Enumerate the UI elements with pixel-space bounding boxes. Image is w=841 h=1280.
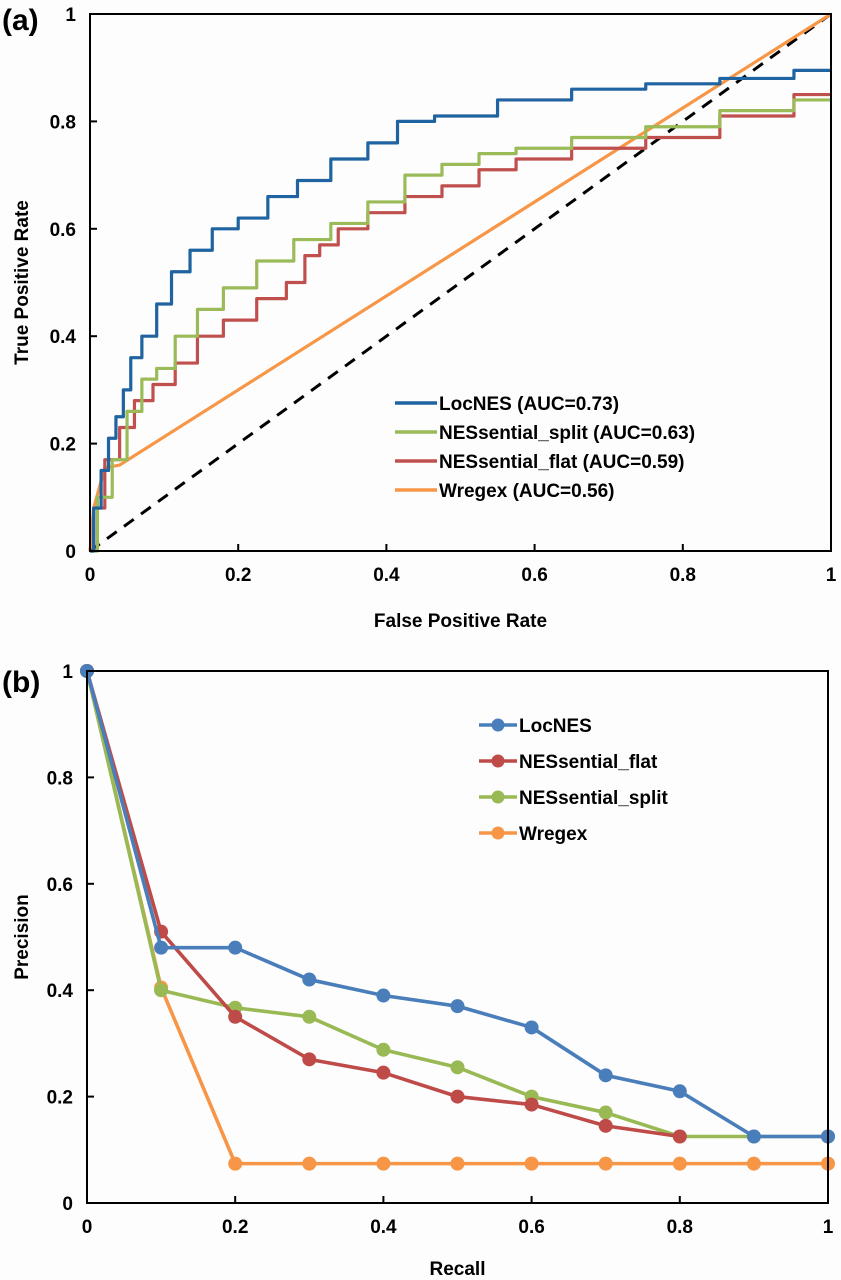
- pr-point-nessential-flat: [598, 1118, 613, 1133]
- roc-legend-item-nessential-split: NESsential_split (AUC=0.63): [395, 423, 695, 444]
- roc-legend-item-locnes: LocNES (AUC=0.73): [395, 394, 619, 415]
- roc-x-tick-label: 0.4: [373, 565, 400, 586]
- pr-legend-label: Wregex: [519, 824, 588, 845]
- roc-legend-item-wregex: Wregex (AUC=0.56): [395, 481, 614, 502]
- pr-point-locnes: [524, 1020, 539, 1035]
- pr-x-tick-label: 1: [823, 1217, 834, 1238]
- pr-point-wregex: [598, 1156, 613, 1171]
- pr-y-tick-label: 0.4: [47, 981, 74, 1002]
- pr-x-tick-label: 0.6: [518, 1217, 544, 1238]
- pr-legend-marker: [491, 754, 505, 768]
- roc-y-tick-label: 1: [65, 5, 76, 26]
- pr-x-tick-label: 0.4: [370, 1217, 397, 1238]
- pr-point-nessential-flat: [672, 1129, 687, 1144]
- pr-legend-label: NESsential_split: [519, 788, 669, 809]
- pr-point-wregex: [302, 1156, 317, 1171]
- pr-x-tick-label: 0.2: [222, 1217, 248, 1238]
- roc-plot-frame: [89, 13, 832, 552]
- pr-point-nessential-split: [302, 1009, 317, 1024]
- precision-recall-chart: (b) 0 0.2 0.4 0.6 0.8 100.20.40.60.81 Recall …: [2, 662, 835, 1280]
- pr-y-tick-label: 1: [62, 662, 73, 683]
- pr-point-nessential-flat: [302, 1052, 317, 1067]
- roc-x-tick-label: 1: [826, 565, 837, 586]
- pr-x-axis-title: Recall: [430, 1259, 486, 1280]
- pr-x-tick-label: 0: [82, 1217, 93, 1238]
- roc-random-baseline: [89, 12, 832, 553]
- pr-legend-item-locnes: LocNES: [479, 716, 592, 737]
- roc-legend-item-nessential-flat: NESsential_flat (AUC=0.59): [395, 452, 685, 473]
- pr-point-locnes: [746, 1129, 761, 1144]
- pr-legend-item-nessential-flat: NESsential_flat: [479, 752, 658, 773]
- pr-legend-marker: [491, 826, 505, 840]
- roc-x-tick-label: 0.2: [225, 565, 251, 586]
- roc-y-tick-label: 0.4: [50, 327, 77, 348]
- pr-point-wregex: [450, 1156, 465, 1171]
- pr-point-wregex: [524, 1156, 539, 1171]
- roc-legend: LocNES (AUC=0.73) NESsential_split (AUC=0…: [395, 394, 695, 502]
- roc-series-nessential-split: [90, 98, 831, 553]
- roc-chart: (a) 0 0.2 0.4 0.6 0.8 1 0 0.2 0.4 0.6 0.8 1 False P…: [2, 4, 837, 632]
- pr-point-wregex: [228, 1156, 243, 1171]
- pr-legend-item-nessential-split: NESsential_split: [479, 788, 669, 809]
- roc-y-tick-label: 0: [65, 542, 76, 563]
- roc-x-tick-label: 0.8: [670, 565, 696, 586]
- pr-point-locnes: [302, 972, 317, 987]
- roc-legend-label: NESsential_split (AUC=0.63): [439, 423, 695, 444]
- panel-label-a: (a): [2, 4, 39, 37]
- roc-y-tick-label: 0.6: [50, 220, 76, 241]
- pr-legend-marker: [491, 790, 505, 804]
- pr-legend-marker: [491, 718, 505, 732]
- pr-point-nessential-flat: [450, 1089, 465, 1104]
- pr-point-nessential-split: [598, 1105, 613, 1120]
- roc-series-locnes: [90, 68, 831, 553]
- roc-x-tick-label: 0: [85, 565, 96, 586]
- pr-y-tick-label: 0: [62, 1194, 73, 1215]
- pr-axis-ticks: 0 0.2 0.4 0.6 0.8 1 0 0.2 0.4 0.6 0.8 1: [47, 662, 834, 1238]
- pr-point-locnes: [598, 1068, 613, 1083]
- roc-x-tick-label: 0.6: [521, 565, 547, 586]
- pr-point-locnes: [228, 940, 243, 955]
- roc-series-nessential-flat: [90, 92, 831, 553]
- pr-legend-item-wregex: Wregex: [479, 824, 588, 845]
- pr-y-axis-title: Precision: [12, 894, 33, 980]
- roc-axis-ticks: 0 0.2 0.4 0.6 0.8 1 0 0.2 0.4 0.6 0.8 1: [50, 5, 837, 586]
- pr-point-nessential-flat: [376, 1065, 391, 1080]
- pr-point-nessential-flat: [228, 1009, 243, 1024]
- pr-legend-label: NESsential_flat: [519, 752, 658, 773]
- pr-point-nessential-split: [154, 983, 169, 998]
- pr-x-tick-label: 0.8: [667, 1217, 693, 1238]
- pr-y-tick-label: 0.2: [47, 1088, 73, 1109]
- pr-point-nessential-split: [450, 1060, 465, 1075]
- roc-legend-label: Wregex (AUC=0.56): [439, 481, 614, 502]
- pr-point-wregex: [672, 1156, 687, 1171]
- pr-point-locnes: [672, 1084, 687, 1099]
- pr-point-locnes: [450, 999, 465, 1014]
- roc-y-tick-label: 0.8: [50, 112, 76, 133]
- pr-legend: LocNES NESsential_flat NESsential_split Wre…: [479, 716, 669, 845]
- pr-point-locnes: [376, 988, 391, 1003]
- panel-label-b: (b): [2, 666, 40, 699]
- pr-curves: [80, 664, 835, 1171]
- pr-point-locnes: [154, 940, 169, 955]
- pr-y-tick-label: 0.8: [47, 768, 73, 789]
- roc-y-tick-label: 0.2: [50, 435, 76, 456]
- pr-point-nessential-flat: [524, 1097, 539, 1112]
- roc-y-axis-title: True Positive Rate: [12, 200, 33, 365]
- roc-x-axis-title: False Positive Rate: [374, 611, 547, 632]
- roc-curves: [88, 12, 832, 553]
- pr-point-nessential-split: [376, 1042, 391, 1057]
- pr-point-wregex: [746, 1156, 761, 1171]
- roc-legend-label: LocNES (AUC=0.73): [439, 394, 619, 415]
- pr-y-tick-label: 0.6: [47, 875, 73, 896]
- roc-legend-label: NESsential_flat (AUC=0.59): [439, 452, 685, 473]
- pr-legend-label: LocNES: [519, 716, 592, 737]
- pr-point-wregex: [376, 1156, 391, 1171]
- pr-plot-frame: [86, 670, 829, 1204]
